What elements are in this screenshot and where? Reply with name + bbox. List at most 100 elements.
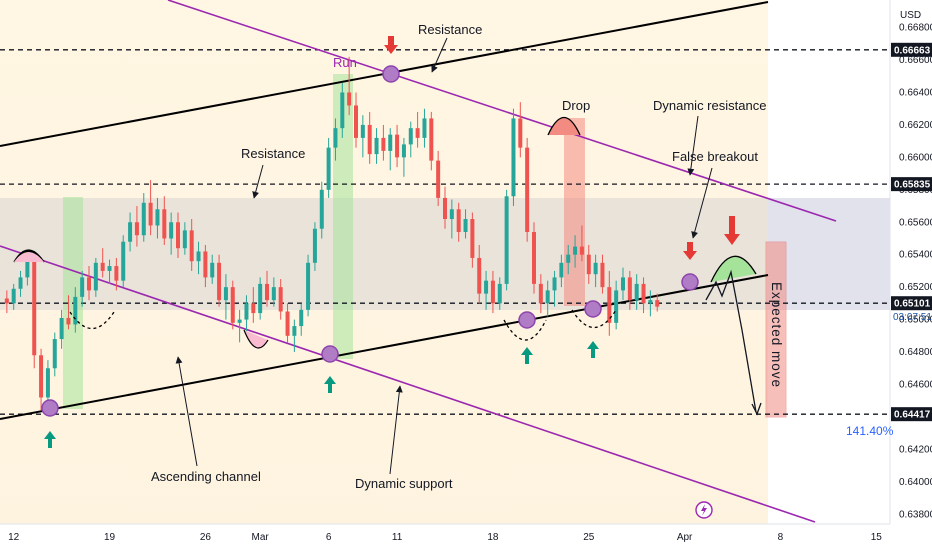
candle-59: [408, 121, 413, 158]
up-arrow-4-icon: [587, 341, 599, 358]
x-tick-10: 15: [871, 532, 883, 543]
drop-label: Drop: [562, 98, 590, 113]
price-axis[interactable]: [890, 0, 932, 550]
resistance-top-pointer: [431, 37, 448, 73]
candle-57: [395, 124, 400, 168]
level-label-bg-0: [891, 42, 932, 57]
candle-2: [18, 270, 23, 297]
up-arrow-2-icon: [324, 376, 336, 393]
run-box: [333, 74, 353, 359]
y-tick-13: 0.66400: [899, 87, 932, 98]
candles: [4, 56, 660, 411]
candle-68: [470, 212, 475, 268]
candle-72: [497, 277, 502, 310]
x-tick-8: Apr: [677, 532, 693, 543]
candle-24: [169, 212, 174, 255]
x-tick-3: Mar: [252, 532, 270, 543]
false-breakout-label: False breakout: [672, 149, 758, 164]
candle-53: [367, 111, 372, 164]
candle-17: [121, 235, 126, 288]
touch-point-1: [41, 399, 59, 417]
candle-46: [319, 181, 324, 239]
down-arrow-1-icon: [384, 36, 398, 54]
drop-box: [564, 118, 585, 306]
y-tick-1: 0.64000: [899, 477, 932, 488]
touch-point-3: [382, 65, 400, 83]
candle-38: [265, 270, 269, 307]
y-tick-labels: 0.638000.640000.642000.644000.646000.648…: [899, 23, 932, 521]
run-label: Run: [333, 55, 357, 70]
candle-13: [93, 257, 98, 297]
level-label-2: 0.65101: [894, 299, 931, 310]
candle-37: [258, 277, 263, 320]
projection-arrow-icon: [751, 402, 762, 416]
candle-58: [401, 137, 406, 177]
candle-95: [655, 293, 660, 312]
candle-60: [415, 111, 420, 148]
y-tick-8: 0.65400: [899, 250, 932, 261]
candle-81: [559, 254, 564, 288]
level-label-0: 0.66663: [894, 45, 931, 56]
candle-32: [223, 274, 228, 320]
candle-91: [627, 270, 632, 310]
expected-move-label: Expected move: [769, 282, 784, 388]
candle-27: [189, 219, 194, 271]
candle-82: [566, 244, 571, 275]
down-arrow-2-icon: [683, 242, 697, 260]
candle-90: [621, 267, 625, 301]
candle-40: [278, 279, 283, 320]
y-tick-12: 0.66200: [899, 120, 932, 131]
dynamic-resistance-label: Dynamic resistance: [653, 98, 766, 113]
channel-lower-line: [0, 274, 769, 420]
candle-47: [326, 137, 331, 198]
candle-67: [463, 209, 468, 239]
candle-6: [45, 360, 50, 408]
touch-points: [41, 65, 699, 417]
candle-79: [545, 280, 550, 317]
level-label-bg-2: [891, 296, 932, 311]
resistance-arrows: [384, 36, 740, 260]
candle-83: [573, 235, 578, 268]
candle-89: [614, 280, 619, 330]
key-levels: [0, 49, 890, 415]
candle-33: [230, 280, 235, 330]
level-label-bg-3: [891, 407, 932, 422]
candle-5: [39, 348, 44, 411]
candle-84: [579, 225, 584, 262]
y-tick-11: 0.66000: [899, 152, 932, 163]
x-tick-0: 12: [8, 532, 20, 543]
candle-45: [312, 222, 317, 271]
candle-39: [271, 277, 276, 307]
candle-29: [203, 244, 208, 288]
event-lightning-icon[interactable]: [695, 501, 713, 519]
time-axis[interactable]: [0, 524, 932, 550]
candle-9: [66, 295, 71, 330]
candle-92: [634, 274, 639, 310]
candle-73: [504, 189, 509, 291]
candle-43: [299, 303, 304, 336]
candle-75: [518, 102, 523, 158]
candle-80: [552, 270, 557, 307]
x-tick-2: 26: [200, 532, 212, 543]
candle-8: [59, 309, 64, 349]
candle-56: [388, 128, 393, 171]
candle-15: [107, 259, 112, 284]
candle-7: [52, 332, 57, 377]
candle-30: [210, 254, 215, 284]
touch-point-5: [584, 300, 602, 318]
candle-0: [4, 290, 9, 314]
candle-44: [306, 254, 311, 317]
x-tick-7: 25: [583, 532, 595, 543]
dynamic-resistance-line: [167, 0, 837, 222]
candle-28: [196, 241, 201, 275]
candle-14: [100, 248, 105, 278]
candle-12: [87, 266, 91, 301]
candle-48: [333, 118, 338, 161]
candle-65: [449, 199, 454, 239]
false-breakout-pointer: [691, 167, 713, 239]
touch-point-4: [518, 311, 536, 329]
currency-label: USD: [900, 10, 921, 21]
candle-20: [141, 193, 146, 242]
y-tick-2: 0.64200: [899, 444, 932, 455]
